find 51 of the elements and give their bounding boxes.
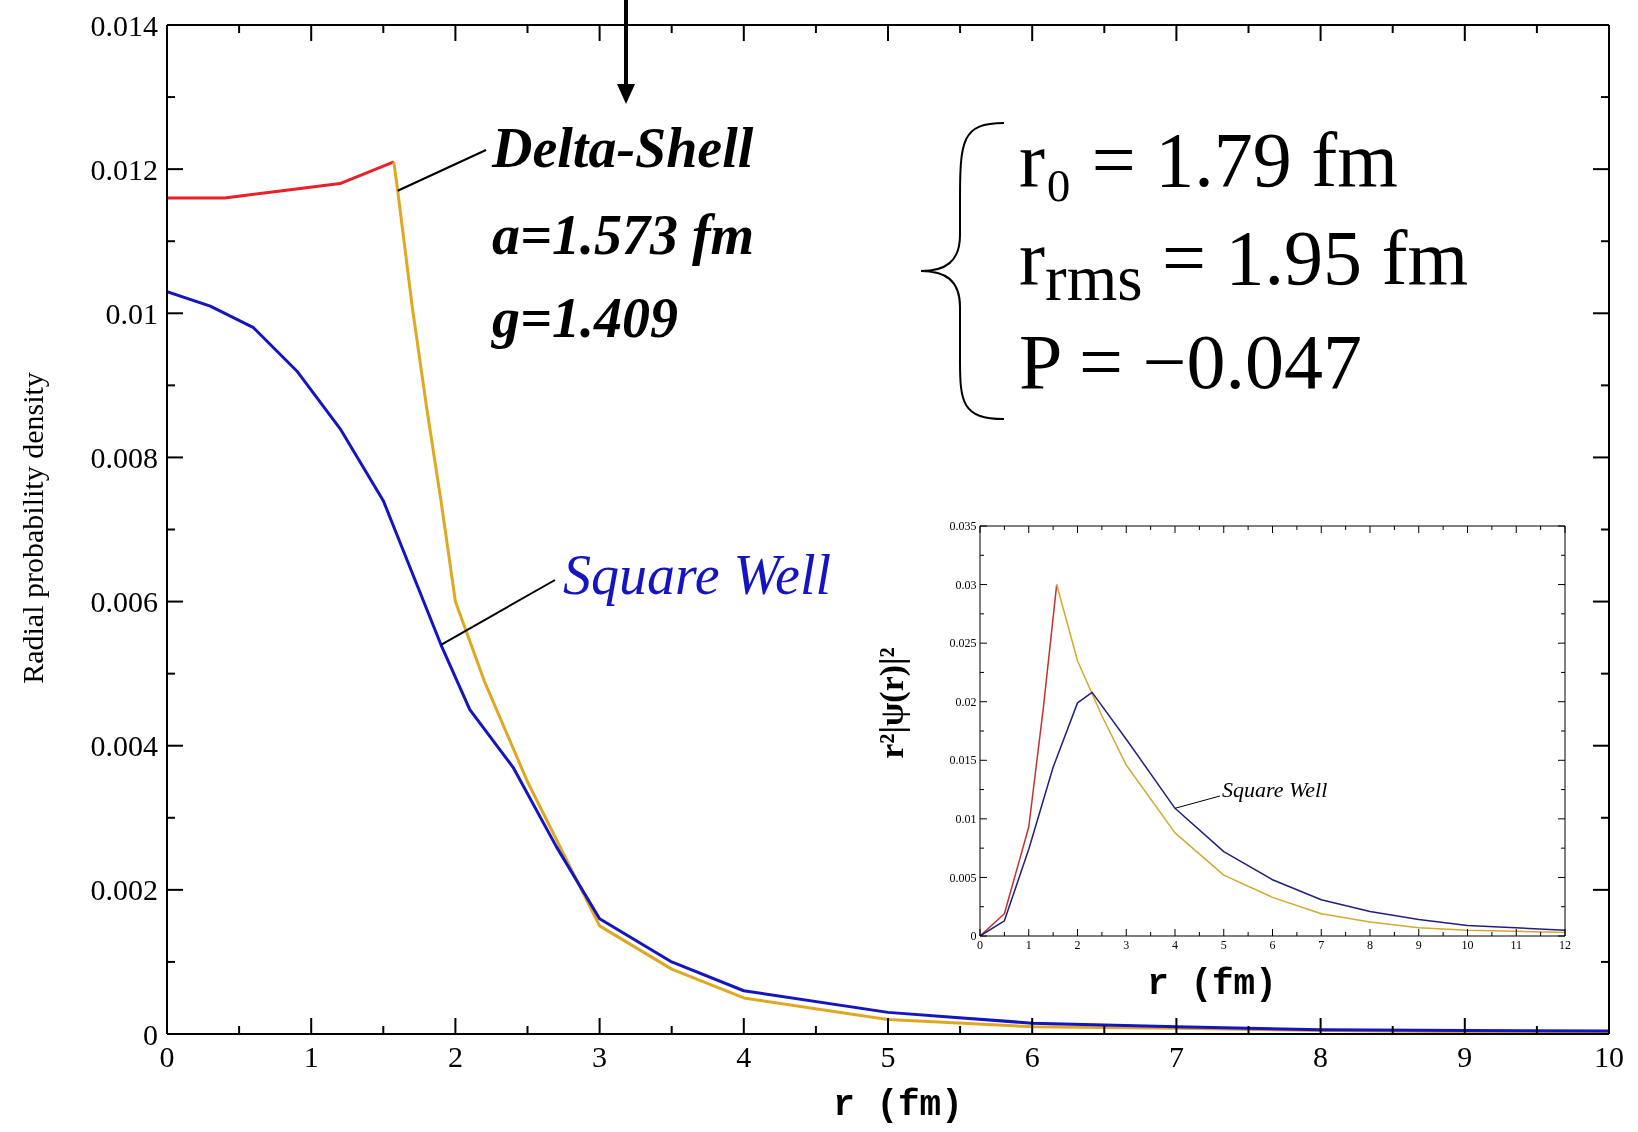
x-tick-label: 2 [447, 1040, 463, 1073]
y-tick-label: 0.01 [955, 812, 977, 827]
annotation: r$_{rms}$ = 1.95 fm [1019, 213, 1469, 315]
x-tick-label: 3 [1123, 938, 1130, 953]
y-tick-label: 0.035 [949, 519, 977, 534]
series-label: Delta-Shell [492, 117, 754, 179]
annotation: P = −0.047 [1019, 318, 1362, 405]
x-tick-label: 7 [1168, 1040, 1184, 1073]
x-tick-label: 9 [1415, 938, 1422, 953]
y-tick-label: 0.008 [90, 440, 158, 474]
y-tick-label: 0.01 [105, 296, 158, 330]
x-tick-label: 6 [1269, 938, 1276, 953]
line-series [1055, 583, 1565, 934]
y-tick-label: 0.012 [90, 152, 158, 186]
y-tick-label: 0.005 [949, 870, 977, 885]
annotation: a=1.573 fm [492, 204, 755, 266]
x-tick-label: 3 [592, 1040, 608, 1073]
annotation: g=1.409 [492, 287, 678, 349]
y-tick-label: 0.015 [949, 753, 977, 768]
annotation: r₀ = 1.79 fm [1019, 116, 1398, 203]
y-axis-title: r²|ψ(r)|² [873, 647, 910, 759]
y-tick-label: 0.006 [90, 585, 158, 619]
x-tick-label: 1 [303, 1040, 319, 1073]
x-tick-label: 2 [1074, 938, 1081, 953]
x-tick-label: 10 [1594, 1040, 1624, 1073]
y-tick-label: 0 [143, 1017, 158, 1051]
y-tick-label: 0.002 [90, 873, 158, 907]
x-tick-label: 5 [1220, 938, 1227, 953]
y-tick-label: 0.03 [955, 577, 977, 592]
text: Square Well [563, 544, 832, 606]
x-axis-title: r (fm) [1147, 964, 1277, 1005]
y-tick-label: 0.014 [90, 8, 158, 42]
line-series [167, 160, 396, 200]
x-tick-label: 11 [1510, 938, 1523, 953]
x-tick-label: 12 [1559, 938, 1571, 953]
y-tick-label: 0.02 [955, 694, 977, 709]
y-axis-title: Radial probability density [16, 372, 49, 684]
y-tick-label: 0.004 [90, 729, 158, 763]
x-axis-title: r (fm) [833, 1085, 963, 1126]
series-label: Square Well [1222, 777, 1328, 802]
x-tick-label: 7 [1318, 938, 1325, 953]
x-tick-label: 5 [880, 1040, 896, 1073]
x-tick-label: 4 [736, 1040, 752, 1073]
x-tick-label: 1 [1025, 938, 1032, 953]
x-tick-label: 9 [1457, 1040, 1473, 1073]
x-tick-label: 8 [1313, 1040, 1329, 1073]
x-tick-label: 4 [1172, 938, 1178, 953]
x-tick-label: 10 [1461, 938, 1474, 953]
x-tick-label: 6 [1024, 1040, 1040, 1073]
x-tick-label: 8 [1367, 938, 1373, 953]
y-tick-label: 0.025 [949, 636, 977, 651]
